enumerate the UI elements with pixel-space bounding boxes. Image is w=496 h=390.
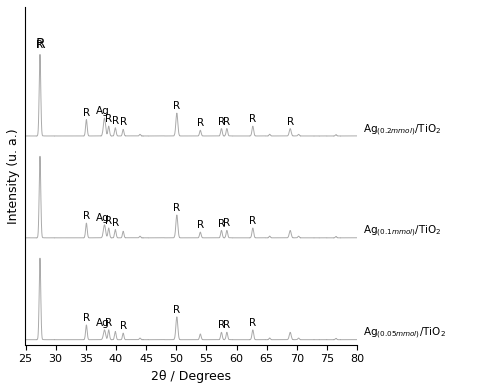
Text: Ag$_{(0.05mmol)}$/TiO$_2$: Ag$_{(0.05mmol)}$/TiO$_2$ [363,326,446,341]
Text: R: R [249,318,256,328]
Text: Ag: Ag [96,318,110,328]
X-axis label: 2θ / Degrees: 2θ / Degrees [151,370,231,383]
Text: Ag: Ag [96,213,110,223]
Text: R: R [173,101,181,111]
Text: R: R [112,218,119,228]
Y-axis label: Intensity (u. a.): Intensity (u. a.) [7,128,20,224]
Text: R: R [36,41,44,50]
Text: R: R [223,320,231,330]
Text: R: R [105,318,112,328]
Text: R: R [105,216,112,226]
Text: R: R [287,117,294,127]
Text: R: R [83,108,90,117]
Text: Ag: Ag [96,106,110,116]
Text: R: R [249,216,256,226]
Text: Ag$_{(0.1mmol)}$/TiO$_2$: Ag$_{(0.1mmol)}$/TiO$_2$ [363,224,442,239]
Text: R: R [197,118,204,128]
Text: R: R [112,116,119,126]
Text: R: R [173,203,181,213]
Text: R: R [218,321,225,330]
Text: R: R [249,114,256,124]
Text: R: R [218,117,225,127]
Text: Ag$_{(0.2mmol)}$/TiO$_2$: Ag$_{(0.2mmol)}$/TiO$_2$ [363,122,441,138]
Text: R: R [83,313,90,323]
Text: R: R [173,305,181,315]
Text: R: R [197,220,204,230]
Text: R: R [218,218,225,229]
Text: R: R [120,117,127,128]
Text: R: R [223,218,231,229]
Text: R: R [223,117,231,126]
Text: R: R [35,37,45,51]
Text: R: R [105,114,112,124]
Text: R: R [120,321,127,331]
Text: R: R [83,211,90,221]
